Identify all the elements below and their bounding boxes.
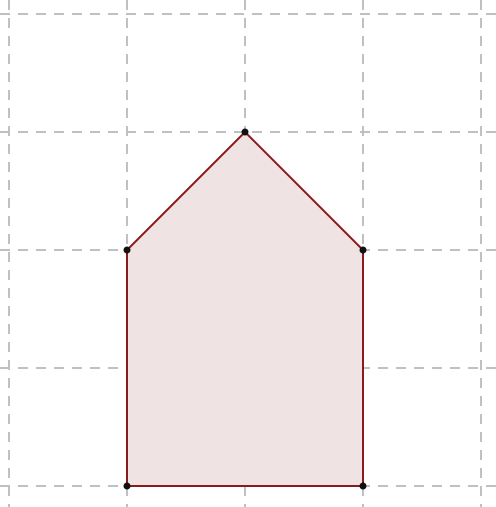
house-pentagon (126, 130, 364, 487)
vertex-point-1 (359, 482, 367, 490)
vertex-point-3 (241, 128, 249, 136)
vertex-point-4 (123, 246, 131, 254)
vertex-point-2 (359, 246, 367, 254)
vertex-points (123, 128, 367, 490)
vertex-point-0 (123, 482, 131, 490)
